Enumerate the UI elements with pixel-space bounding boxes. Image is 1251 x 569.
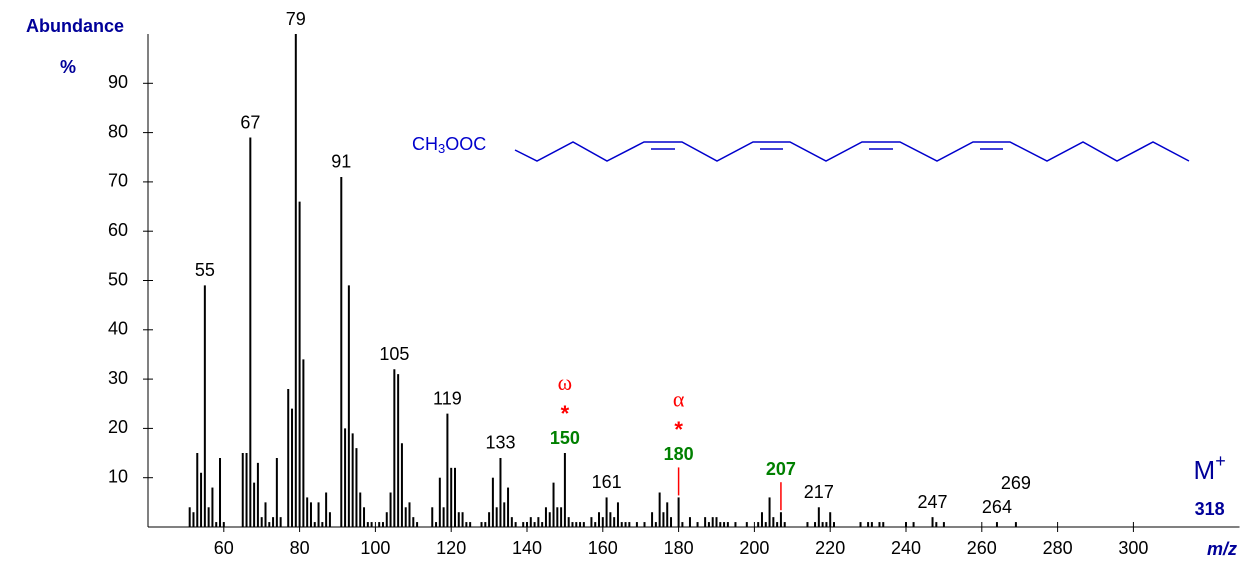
annotation-symbol: ω [558, 370, 572, 395]
x-tick-label: 100 [360, 538, 390, 558]
x-tick-label: 280 [1043, 538, 1073, 558]
structure-formula: CH3OOC [412, 134, 486, 157]
y-tick-label: 10 [108, 466, 128, 486]
molecular-ion-value: 318 [1195, 499, 1225, 519]
peak-label: 105 [379, 344, 409, 364]
y-tick-label: 60 [108, 220, 128, 240]
x-tick-label: 240 [891, 538, 921, 558]
y-tick-label: 80 [108, 121, 128, 141]
y-tick-label: 40 [108, 319, 128, 339]
structure: CH3OOC [412, 134, 1190, 162]
x-tick-label: 140 [512, 538, 542, 558]
annotation-mark: * [674, 417, 683, 442]
peak-label: 119 [433, 388, 462, 408]
x-tick-label: 180 [664, 538, 694, 558]
y-tick-label: 50 [108, 269, 128, 289]
x-tick-label: 220 [815, 538, 845, 558]
y-axis-title: Abundance [26, 16, 124, 36]
x-tick-label: 120 [436, 538, 466, 558]
peak-label: 269 [1001, 473, 1031, 493]
x-tick-label: 200 [739, 538, 769, 558]
peak-label: 247 [918, 492, 948, 512]
molecular-ion-label: M+ [1194, 451, 1226, 485]
peak-label: 133 [485, 433, 515, 453]
molecular-ion-symbol: M [1194, 455, 1216, 485]
chain [514, 141, 1190, 162]
peak-label: 55 [195, 260, 215, 280]
x-axis-title: m/z [1207, 539, 1237, 559]
annotation-symbol: α [673, 386, 685, 411]
molecular-ion-charge: + [1215, 451, 1226, 471]
peak-label: 79 [286, 9, 306, 29]
x-tick-label: 80 [290, 538, 310, 558]
annotation-label: 180 [664, 444, 694, 464]
x-tick-label: 300 [1118, 538, 1148, 558]
y-tick-label: 20 [108, 417, 128, 437]
annotation-mark: * [561, 401, 570, 426]
peak-label: 67 [240, 112, 260, 132]
peak-label: 161 [592, 472, 622, 492]
annotation-label: 150 [550, 428, 580, 448]
peak-label: 264 [982, 497, 1012, 517]
x-tick-label: 260 [967, 538, 997, 558]
annotation-label: 207 [766, 459, 796, 479]
peak-label: 91 [331, 152, 351, 172]
x-tick-label: 60 [214, 538, 234, 558]
y-tick-label: 30 [108, 368, 128, 388]
peak-label: 217 [804, 482, 834, 502]
y-tick-label: 70 [108, 171, 128, 191]
x-tick-label: 160 [588, 538, 618, 558]
y-tick-label: 90 [108, 72, 128, 92]
y-axis-unit: % [60, 57, 76, 77]
